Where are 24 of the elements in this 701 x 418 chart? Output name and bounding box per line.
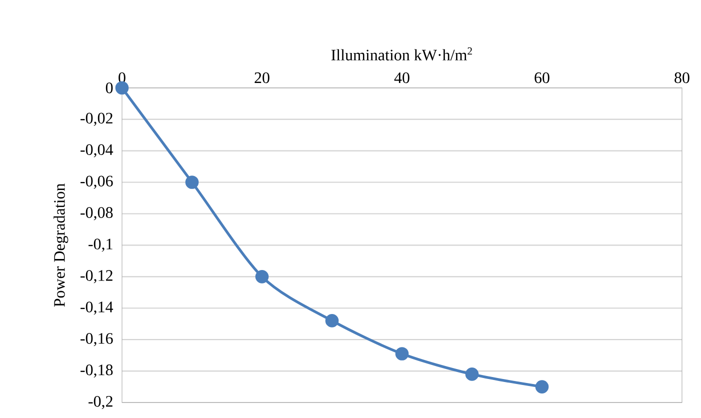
y-axis-title: Power Degradation [54, 183, 68, 307]
x-tick-label: 40 [394, 72, 410, 84]
x-tick-label: 60 [534, 72, 550, 84]
y-tick-label: -0,2 [88, 396, 112, 410]
y-tick-label: -0,18 [80, 364, 113, 378]
y-tick-label: -0,14 [80, 302, 114, 315]
x-tick-label: 20 [254, 72, 270, 84]
point [325, 314, 339, 328]
point [185, 176, 199, 189]
x-tick-label: 80 [674, 72, 690, 84]
point [115, 81, 129, 95]
y-tick-label: -0,04 [80, 144, 114, 158]
point [395, 347, 409, 360]
y-tick-label: -0,02 [80, 112, 112, 126]
y-tick-label: -0,12 [80, 270, 112, 284]
y-tick-label: -0,16 [80, 333, 113, 346]
point [465, 368, 479, 381]
point [535, 380, 549, 394]
y-tick-label: -0,1 [88, 238, 112, 252]
point [255, 270, 269, 284]
x-axis-title: Illumination kW·h/m$^{2}$ [331, 47, 472, 61]
y-tick-label: 0 [106, 82, 113, 94]
y-tick-label: -0,06 [80, 176, 113, 189]
y-tick-label: -0,08 [80, 207, 113, 220]
